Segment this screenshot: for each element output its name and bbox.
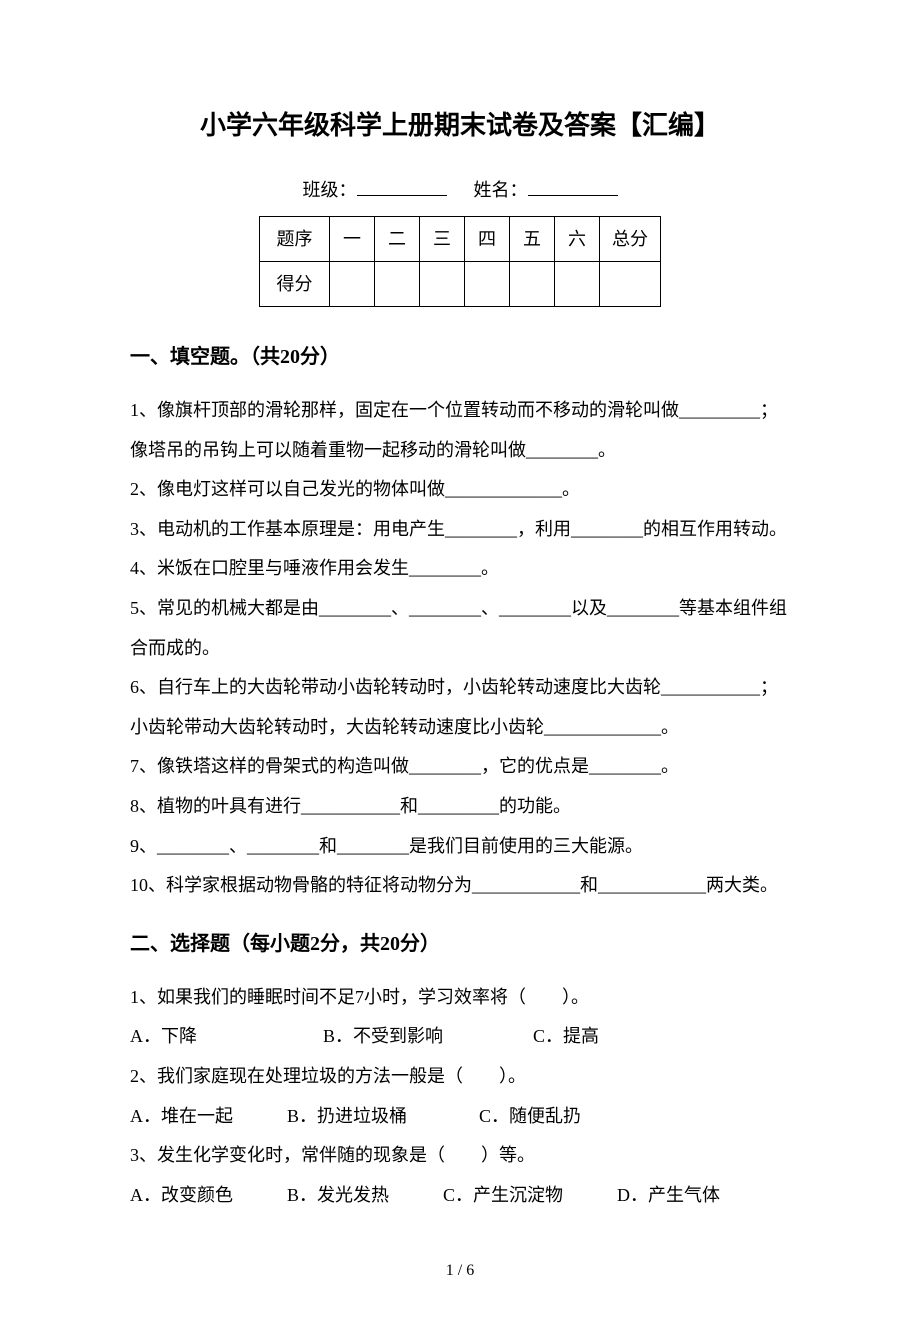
- q1-8: 8、植物的叶具有进行___________和_________的功能。: [130, 787, 790, 827]
- td-score-label: 得分: [260, 262, 330, 307]
- td-blank: [510, 262, 555, 307]
- page-title: 小学六年级科学上册期末试卷及答案【汇编】: [130, 100, 790, 152]
- td-blank: [330, 262, 375, 307]
- th-3: 三: [420, 217, 465, 262]
- q1-10: 10、科学家根据动物骨骼的特征将动物分为____________和_______…: [130, 866, 790, 906]
- table-row: 得分: [260, 262, 661, 307]
- th-seq: 题序: [260, 217, 330, 262]
- th-5: 五: [510, 217, 555, 262]
- q1-3: 3、电动机的工作基本原理是：用电产生________，利用________的相互…: [130, 510, 790, 550]
- class-blank: [357, 178, 447, 196]
- page-number: 1 / 6: [130, 1255, 790, 1287]
- name-label: 姓名：: [474, 180, 528, 200]
- q1-4: 4、米饭在口腔里与唾液作用会发生________。: [130, 549, 790, 589]
- meta-line: 班级： 姓名：: [130, 172, 790, 208]
- th-4: 四: [465, 217, 510, 262]
- q1-6: 6、自行车上的大齿轮带动小齿轮转动时，小齿轮转动速度比大齿轮__________…: [130, 668, 790, 747]
- q2-3: 3、发生化学变化时，常伴随的现象是（ ）等。: [130, 1136, 790, 1176]
- q2-2-opts: A．堆在一起 B．扔进垃圾桶 C．随便乱扔: [130, 1097, 790, 1137]
- q2-3-opts: A．改变颜色 B．发光发热 C．产生沉淀物 D．产生气体: [130, 1176, 790, 1216]
- q2-1-opts: A．下降 B．不受到影响 C．提高: [130, 1017, 790, 1057]
- th-6: 六: [555, 217, 600, 262]
- td-blank: [555, 262, 600, 307]
- td-blank: [375, 262, 420, 307]
- q2-2: 2、我们家庭现在处理垃圾的方法一般是（ ）。: [130, 1057, 790, 1097]
- q1-1: 1、像旗杆顶部的滑轮那样，固定在一个位置转动而不移动的滑轮叫做_________…: [130, 391, 790, 470]
- table-row: 题序 一 二 三 四 五 六 总分: [260, 217, 661, 262]
- section1-heading: 一、填空题。（共20分）: [130, 337, 790, 377]
- th-2: 二: [375, 217, 420, 262]
- q1-5: 5、常见的机械大都是由________、________、________以及_…: [130, 589, 790, 668]
- class-label: 班级：: [303, 180, 357, 200]
- q1-9: 9、________、________和________是我们目前使用的三大能源…: [130, 827, 790, 867]
- name-blank: [528, 178, 618, 196]
- th-1: 一: [330, 217, 375, 262]
- score-table: 题序 一 二 三 四 五 六 总分 得分: [259, 216, 661, 307]
- th-total: 总分: [600, 217, 661, 262]
- td-blank: [600, 262, 661, 307]
- q1-2: 2、像电灯这样可以自己发光的物体叫做_____________。: [130, 470, 790, 510]
- q1-7: 7、像铁塔这样的骨架式的构造叫做________，它的优点是________。: [130, 747, 790, 787]
- td-blank: [465, 262, 510, 307]
- q2-1: 1、如果我们的睡眠时间不足7小时，学习效率将（ ）。: [130, 978, 790, 1018]
- td-blank: [420, 262, 465, 307]
- section2-heading: 二、选择题（每小题2分，共20分）: [130, 924, 790, 964]
